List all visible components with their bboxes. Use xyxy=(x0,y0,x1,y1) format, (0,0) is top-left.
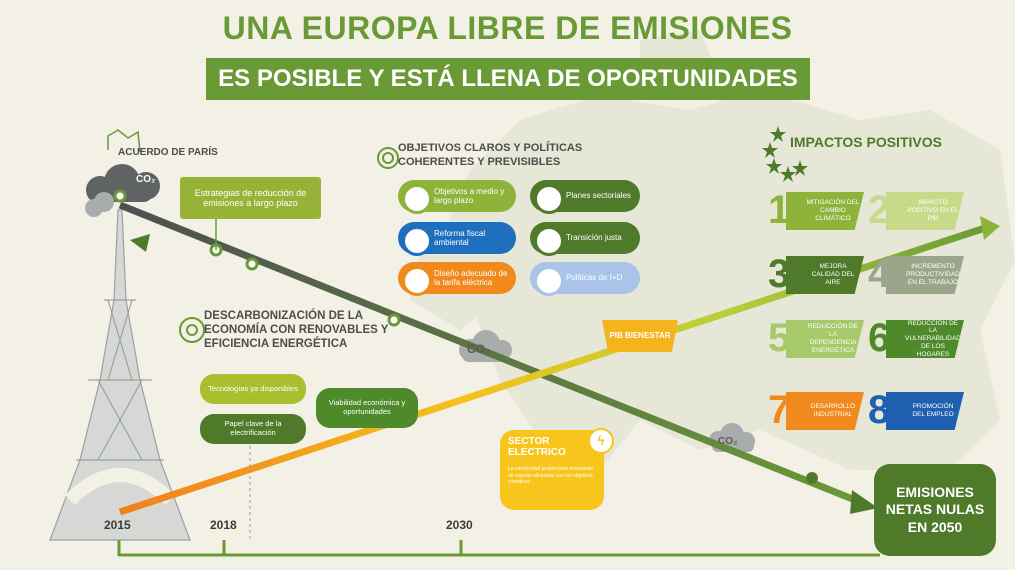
impact-number: 3 xyxy=(768,252,791,296)
objectives-heading: OBJETIVOS CLAROS Y POLÍTICAS COHERENTES … xyxy=(398,142,583,168)
objective-item: Diseño adecuado de la tarifa eléctrica xyxy=(398,262,516,296)
paper-pill: Papel clave de la electrificación xyxy=(200,414,306,444)
sector-heading: SECTOR ELÉCTRICO xyxy=(508,436,566,458)
impact-number: 8 xyxy=(868,388,891,432)
objective-label: Reforma fiscal ambiental xyxy=(434,228,486,247)
co2-label-2: CO₂ xyxy=(467,342,491,356)
impact-number: 1 xyxy=(768,188,791,232)
gear-icon xyxy=(179,317,205,343)
impact-number: 6 xyxy=(868,316,891,360)
objective-item: Políticas de I+D xyxy=(530,262,640,296)
objective-item: Planes sectoriales xyxy=(530,180,640,214)
year-2015: 2015 xyxy=(104,518,131,532)
eu-stars-icon xyxy=(762,126,808,182)
objective-icon xyxy=(534,266,564,296)
paris-label: ACUERDO DE PARÍS xyxy=(118,147,218,158)
objective-item: Objetivos a medio y largo plazo xyxy=(398,180,516,214)
impact-number: 2 xyxy=(868,188,891,232)
impacts-heading: IMPACTOS POSITIVOS xyxy=(790,134,942,150)
impact-box: IMPACTO POSITIVO EN EL PIB xyxy=(886,192,964,230)
co2-label-3: CO₂ xyxy=(718,436,738,447)
year-2030: 2030 xyxy=(446,518,473,532)
tech-pill: Tecnologías ya disponibles xyxy=(200,374,306,404)
sector-box: SECTOR ELÉCTRICO La electricidad proporc… xyxy=(500,430,604,510)
objective-icon xyxy=(402,184,432,214)
co2-label-1: CO₂ xyxy=(136,174,156,185)
objective-icon xyxy=(534,226,564,256)
objective-icon xyxy=(402,226,432,256)
emissions-line xyxy=(118,201,862,506)
impact-number: 5 xyxy=(768,316,791,360)
sector-body: La electricidad proporciona soluciones d… xyxy=(508,466,594,485)
objective-item: Reforma fiscal ambiental xyxy=(398,222,516,256)
strategies-box: Estrategias de reducción de emisiones a … xyxy=(180,177,321,219)
objective-item: Transición justa xyxy=(530,222,640,256)
impact-box: PROMOCIÓN DEL EMPLEO xyxy=(886,392,964,430)
impact-number: 4 xyxy=(868,252,891,296)
viability-pill: Viabilidad económica y oportunidades xyxy=(316,388,418,428)
impact-box: MITIGACIÓN DEL CAMBIO CLIMÁTICO xyxy=(786,192,864,230)
impact-box: REDUCCIÓN DE LA VULNERABILIDAD DE LOS HO… xyxy=(886,320,964,358)
impact-box: INCREMENTO PRODUCTIVIDAD EN EL TRABAJO xyxy=(886,256,964,294)
impact-box: DESARROLLO INDUSTRIAL xyxy=(786,392,864,430)
eiffel-tower-icon xyxy=(49,209,191,541)
impact-box: REDUCCIÓN DE LA DEPENDENCIA ENERGÉTICA xyxy=(786,320,864,358)
page-title: UNA EUROPA LIBRE DE EMISIONES xyxy=(222,10,793,46)
impact-box: MEJORA CALIDAD DEL AIRE xyxy=(786,256,864,294)
final-goal-box: EMISIONES NETAS NULAS EN 2050 xyxy=(874,464,996,556)
year-2018: 2018 xyxy=(210,518,237,532)
page-subtitle: ES POSIBLE Y ESTÁ LLENA DE OPORTUNIDADES xyxy=(206,58,810,100)
objective-label: Diseño adecuado de la tarifa eléctrica xyxy=(434,268,508,287)
objective-icon xyxy=(534,184,564,214)
objective-label: Planes sectoriales xyxy=(566,191,631,201)
pib-box: PIB BIENESTAR xyxy=(602,320,678,352)
impact-number: 7 xyxy=(768,388,791,432)
objective-label: Políticas de I+D xyxy=(566,273,623,283)
objective-icon xyxy=(402,266,432,296)
decarb-heading: DESCARBONIZACIÓN DE LA ECONOMÍA CON RENO… xyxy=(204,310,389,350)
objective-label: Objetivos a medio y largo plazo xyxy=(434,186,505,205)
lightning-icon: ϟ xyxy=(588,428,614,454)
target-icon xyxy=(377,147,399,169)
objective-label: Transición justa xyxy=(566,233,622,243)
